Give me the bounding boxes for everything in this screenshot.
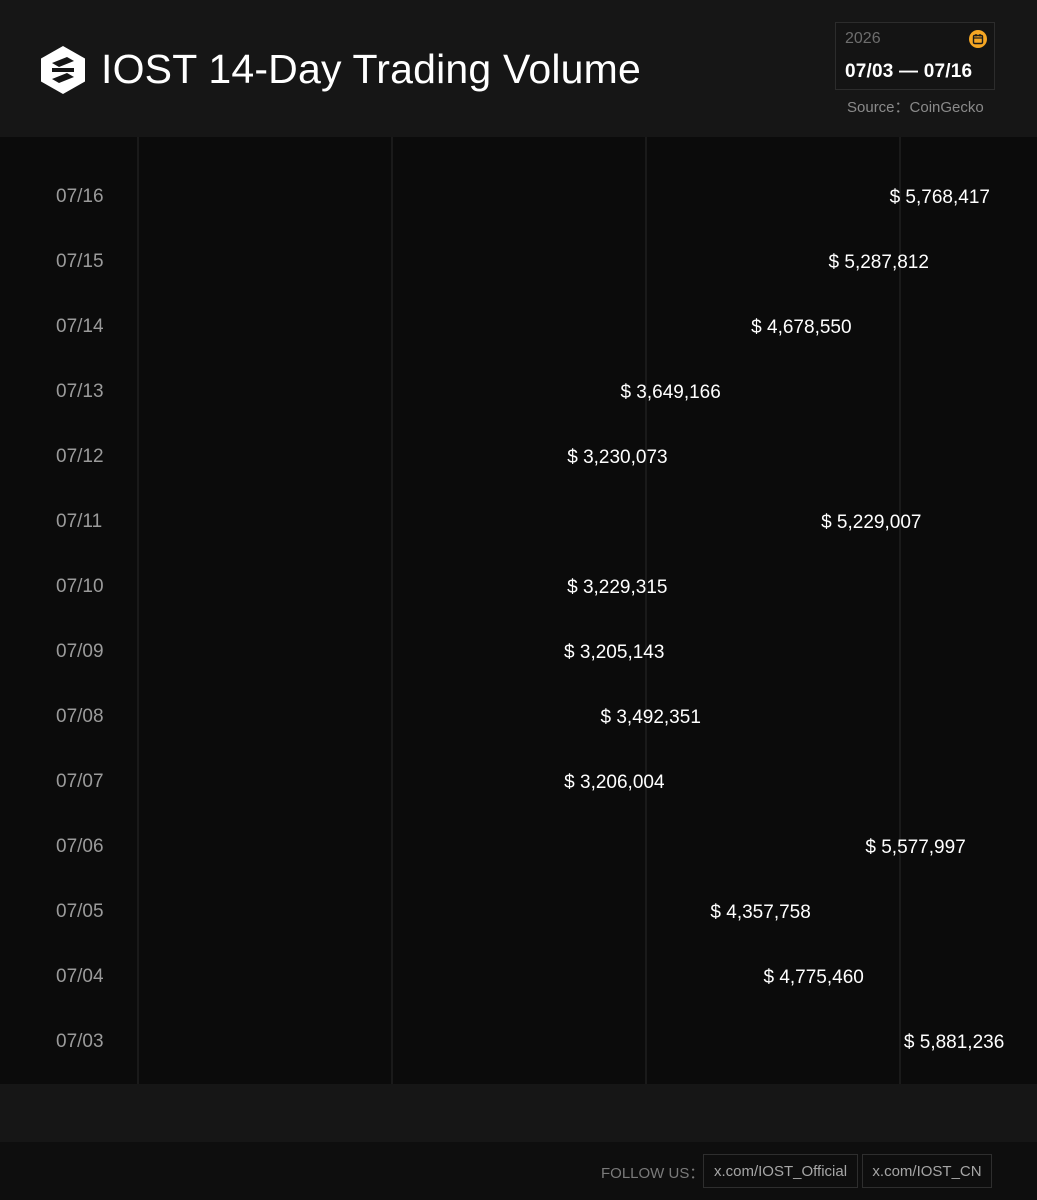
follow-us-label: FOLLOW US： bbox=[601, 1165, 705, 1182]
link-iost-cn[interactable]: x.com/IOST_CN bbox=[862, 1154, 992, 1188]
plot-area: 07/16 $ 5,768,417 07/15 $ 5,287,812 07/14 $ 4… bbox=[0, 137, 1037, 1127]
category-label: 07/08 bbox=[56, 706, 104, 727]
category-label: 07/06 bbox=[56, 836, 104, 857]
value-label: $ 3,230,073 bbox=[567, 447, 667, 468]
date-year: 2026 bbox=[845, 30, 881, 47]
value-label: $ 3,649,166 bbox=[620, 382, 720, 403]
category-label: 07/14 bbox=[56, 316, 104, 337]
bar-chart: 07/16 $ 5,768,417 07/15 $ 5,287,812 07/14 $ 4… bbox=[56, 137, 1004, 1127]
category-label: 07/16 bbox=[56, 186, 104, 207]
category-label: 07/10 bbox=[56, 576, 104, 597]
chart-title: IOST 14-Day Trading Volume bbox=[101, 46, 641, 92]
value-label: $ 4,775,460 bbox=[763, 967, 863, 988]
link-iost-official[interactable]: x.com/IOST_Official bbox=[703, 1154, 858, 1188]
calendar-icon[interactable] bbox=[969, 30, 987, 48]
value-label: $ 4,678,550 bbox=[751, 317, 851, 338]
category-label: 07/07 bbox=[56, 771, 104, 792]
category-label: 07/09 bbox=[56, 641, 104, 662]
date-range-text: 07/03 — 07/16 bbox=[845, 61, 973, 82]
category-label: 07/12 bbox=[56, 446, 104, 467]
category-label: 07/11 bbox=[56, 511, 102, 532]
iost-logo-icon bbox=[41, 46, 85, 94]
category-label: 07/15 bbox=[56, 251, 104, 272]
category-label: 07/03 bbox=[56, 1031, 104, 1052]
value-label: $ 5,768,417 bbox=[890, 187, 990, 208]
value-label: $ 3,206,004 bbox=[564, 772, 665, 793]
value-label: $ 5,229,007 bbox=[821, 512, 921, 533]
category-label: 07/05 bbox=[56, 901, 104, 922]
date-range-picker[interactable]: 2026 07/03 — 07/16 bbox=[835, 22, 995, 90]
x-axis-band bbox=[0, 1084, 1037, 1142]
category-label: 07/04 bbox=[56, 966, 104, 987]
value-label: $ 3,229,315 bbox=[567, 577, 667, 598]
value-label: $ 3,205,143 bbox=[564, 642, 664, 663]
header: IOST 14-Day Trading Volume 2026 07/03 — … bbox=[0, 0, 1037, 137]
value-label: $ 5,287,812 bbox=[829, 252, 929, 273]
value-label: $ 5,881,236 bbox=[904, 1032, 1004, 1053]
value-label: $ 5,577,997 bbox=[865, 837, 965, 858]
value-label: $ 3,492,351 bbox=[601, 707, 701, 728]
value-label: $ 4,357,758 bbox=[710, 902, 810, 923]
data-source-label: Source：CoinGecko bbox=[847, 99, 984, 116]
category-label: 07/13 bbox=[56, 381, 104, 402]
footer: FOLLOW US： x.com/IOST_Official x.com/IOS… bbox=[0, 1142, 1037, 1200]
